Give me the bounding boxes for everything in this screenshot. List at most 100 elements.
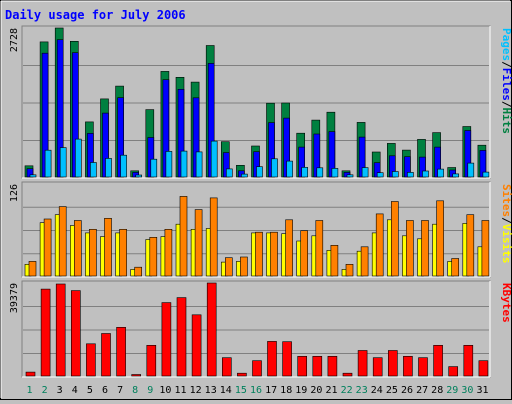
bars-hits-files-pages [24, 27, 490, 178]
x-tick-label-day-13: 13 [205, 385, 217, 396]
bar-pages-day-3 [59, 147, 67, 178]
bar-pages-day-7 [120, 154, 127, 178]
bar-sites-day-6 [104, 218, 112, 277]
bar-kbytes-day-28 [433, 344, 443, 377]
bar-kbytes-day-11 [176, 297, 187, 377]
bar-kbytes-day-21 [327, 355, 338, 377]
bar-pages-day-25 [391, 171, 399, 178]
x-tick-label-day-28: 28 [431, 385, 443, 396]
x-tick-label-day-11: 11 [174, 385, 186, 396]
x-tick-label-day-30: 30 [461, 385, 473, 396]
bar-kbytes-day-7 [116, 326, 126, 377]
bar-sites-day-30 [466, 214, 475, 277]
bars-kbytes [25, 282, 489, 377]
bar-sites-day-14 [225, 257, 233, 277]
bar-sites-day-20 [315, 220, 324, 277]
side-legend-part: KBytes [500, 283, 512, 323]
side-legend-part: / [500, 61, 512, 68]
bar-kbytes-day-1 [25, 371, 36, 377]
bar-kbytes-day-4 [71, 290, 81, 377]
bar-pages-day-21 [331, 168, 339, 178]
bar-kbytes-day-22 [342, 372, 353, 377]
x-tick-label-day-8: 8 [132, 385, 138, 396]
bar-pages-day-27 [422, 170, 429, 178]
bar-sites-day-31 [481, 220, 490, 277]
x-tick-label-day-16: 16 [250, 385, 262, 396]
bar-pages-day-6 [105, 158, 112, 178]
x-tick-label-day-3: 3 [57, 385, 63, 396]
bar-pages-day-24 [376, 172, 384, 178]
bar-sites-day-3 [58, 206, 67, 277]
x-tick-label-day-2: 2 [42, 385, 48, 396]
bar-kbytes-day-25 [387, 350, 398, 377]
bar-kbytes-day-10 [161, 302, 172, 377]
bar-sites-day-28 [436, 200, 444, 277]
bar-sites-day-4 [74, 220, 82, 277]
bar-sites-day-1 [28, 261, 37, 277]
bar-pages-day-31 [482, 171, 490, 178]
x-tick-label-day-4: 4 [72, 385, 78, 396]
bar-pages-day-18 [286, 160, 293, 178]
bar-kbytes-day-31 [478, 360, 489, 377]
bar-pages-day-8 [135, 174, 142, 178]
bar-sites-day-27 [421, 220, 429, 277]
x-tick-label-day-26: 26 [401, 385, 413, 396]
bar-kbytes-day-6 [101, 333, 111, 377]
x-tick-label-day-20: 20 [310, 385, 322, 396]
bar-pages-day-1 [29, 174, 37, 178]
bar-kbytes-day-19 [297, 355, 308, 377]
bar-pages-day-9 [150, 158, 158, 178]
x-tick-label-day-5: 5 [87, 385, 93, 396]
bar-kbytes-day-12 [191, 314, 202, 377]
x-tick-label-day-18: 18 [280, 385, 292, 396]
side-legend-part: / [500, 101, 512, 108]
x-tick-label-day-25: 25 [386, 385, 398, 396]
bar-kbytes-day-27 [418, 357, 428, 377]
bar-sites-day-12 [194, 209, 203, 277]
y-max-label: 2728 [9, 28, 20, 52]
bar-sites-day-5 [89, 229, 97, 277]
bar-kbytes-day-17 [267, 341, 277, 377]
x-tick-label-day-7: 7 [117, 385, 123, 396]
bar-pages-day-11 [180, 150, 188, 178]
side-legend-part: Pages [500, 28, 512, 61]
bar-kbytes-day-24 [372, 357, 383, 377]
bar-sites-day-7 [119, 229, 127, 277]
bar-sites-day-23 [360, 246, 369, 277]
bar-kbytes-day-23 [357, 350, 368, 377]
y-max-label: 126 [9, 184, 20, 202]
bar-pages-day-23 [361, 167, 369, 178]
bar-kbytes-day-16 [252, 360, 262, 377]
bar-pages-day-4 [75, 138, 82, 178]
bar-pages-day-26 [407, 172, 414, 178]
x-tick-label-day-12: 12 [190, 385, 202, 396]
bar-pages-day-13 [210, 140, 218, 178]
x-tick-label-day-23: 23 [356, 385, 368, 396]
panel-kbytes: 39379 KBytes [9, 280, 512, 378]
x-tick-label-day-19: 19 [295, 385, 307, 396]
bar-sites-day-11 [179, 196, 188, 277]
bar-pages-day-28 [437, 168, 444, 178]
side-legend-part: Files [500, 68, 512, 101]
bar-sites-day-2 [43, 218, 52, 277]
bar-sites-day-17 [270, 231, 278, 277]
bar-sites-day-8 [134, 266, 142, 277]
panel-hits-files-pages: 2728 Pages/Files/Hits [9, 25, 512, 179]
side-legend-part: Hits [500, 108, 512, 135]
bar-kbytes-day-20 [312, 355, 323, 377]
bar-kbytes-day-5 [86, 343, 96, 377]
x-tick-label-day-27: 27 [416, 385, 428, 396]
chart-title: Daily usage for July 2006 [5, 8, 186, 22]
x-tick-label-day-22: 22 [341, 385, 353, 396]
x-tick-label-day-15: 15 [235, 385, 247, 396]
side-legend-part: Sites [500, 184, 512, 217]
bar-pages-day-5 [90, 162, 97, 178]
side-legend-part: / [500, 217, 512, 224]
bar-pages-day-15 [241, 173, 248, 178]
bar-kbytes-day-2 [40, 288, 51, 377]
bar-kbytes-day-29 [448, 366, 459, 377]
bar-kbytes-day-3 [55, 283, 66, 377]
bar-sites-day-18 [285, 219, 293, 277]
bar-kbytes-day-26 [403, 355, 413, 377]
x-tick-label-day-21: 21 [325, 385, 337, 396]
